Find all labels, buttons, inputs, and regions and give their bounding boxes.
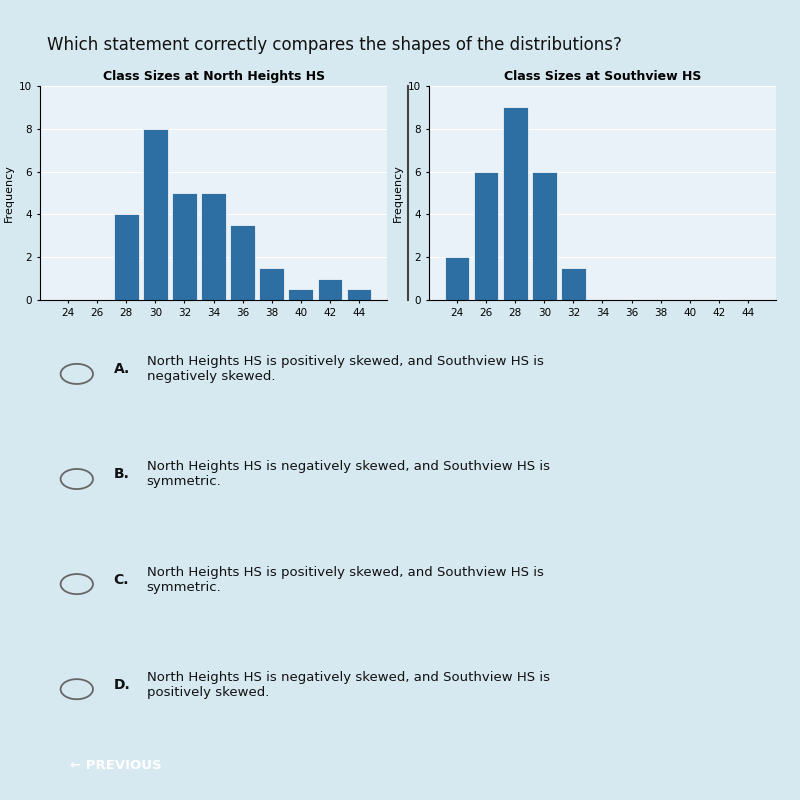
Text: A.: A. <box>114 362 130 376</box>
Text: North Heights HS is positively skewed, and Southview HS is
symmetric.: North Heights HS is positively skewed, a… <box>146 566 543 594</box>
Bar <box>532 171 557 300</box>
Title: Class Sizes at North Heights HS: Class Sizes at North Heights HS <box>102 70 325 83</box>
Bar <box>474 171 498 300</box>
Y-axis label: Frequency: Frequency <box>4 164 14 222</box>
Bar <box>172 193 197 300</box>
Bar <box>445 258 470 300</box>
Text: ← PREVIOUS: ← PREVIOUS <box>70 759 162 772</box>
Bar <box>114 214 138 300</box>
Bar <box>202 193 226 300</box>
Text: B.: B. <box>114 467 130 482</box>
Text: Which statement correctly compares the shapes of the distributions?: Which statement correctly compares the s… <box>47 37 622 54</box>
Bar <box>318 278 342 300</box>
Text: C.: C. <box>114 573 129 586</box>
Text: North Heights HS is negatively skewed, and Southview HS is
symmetric.: North Heights HS is negatively skewed, a… <box>146 461 550 489</box>
Y-axis label: Frequency: Frequency <box>393 164 402 222</box>
Text: North Heights HS is negatively skewed, and Southview HS is
positively skewed.: North Heights HS is negatively skewed, a… <box>146 670 550 698</box>
Bar <box>230 225 255 300</box>
Bar <box>502 107 527 300</box>
Bar <box>289 290 314 300</box>
Bar <box>561 268 586 300</box>
Text: North Heights HS is positively skewed, and Southview HS is
negatively skewed.: North Heights HS is positively skewed, a… <box>146 355 543 383</box>
Bar <box>143 129 168 300</box>
Title: Class Sizes at Southview HS: Class Sizes at Southview HS <box>504 70 701 83</box>
Bar <box>346 290 371 300</box>
Bar <box>259 268 284 300</box>
Text: D.: D. <box>114 678 130 692</box>
